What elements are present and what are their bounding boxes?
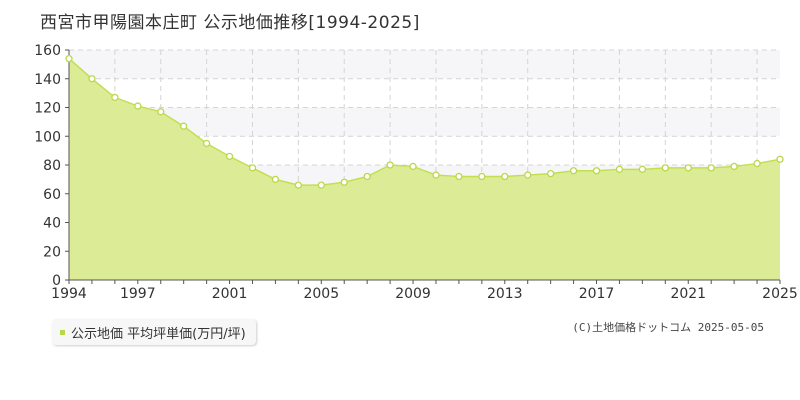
data-point xyxy=(753,159,761,168)
data-point xyxy=(248,164,257,172)
series-line xyxy=(68,58,781,186)
data-point xyxy=(202,139,211,148)
data-point xyxy=(65,54,73,63)
y-tick-label: 100 xyxy=(34,129,61,145)
data-point xyxy=(363,172,371,181)
chart-title: 西宮市甲陽園本庄町 公示地価推移[1994-2025] xyxy=(40,13,420,33)
data-point xyxy=(180,122,188,130)
x-tick-label: 2021 xyxy=(670,286,706,302)
data-point xyxy=(134,102,142,110)
y-tick-label: 140 xyxy=(34,72,61,88)
data-point xyxy=(546,169,555,178)
legend: 公示地価 平均坪単価(万円/坪) xyxy=(52,319,256,345)
data-point xyxy=(501,172,509,181)
data-point xyxy=(684,164,692,172)
x-tick-label: 2013 xyxy=(487,286,523,302)
series-area xyxy=(69,58,780,280)
data-point xyxy=(386,161,394,169)
y-tick-label: 60 xyxy=(43,187,61,203)
plot-band xyxy=(69,50,780,79)
x-tick-label: 2009 xyxy=(395,286,431,302)
data-point xyxy=(271,175,280,184)
x-tick-label: 2005 xyxy=(303,286,339,302)
y-tick-label: 120 xyxy=(34,101,61,117)
data-point xyxy=(432,171,440,179)
x-tick-label: 1994 xyxy=(51,286,87,302)
x-tick-label: 2025 xyxy=(762,286,798,302)
x-tick-label: 2017 xyxy=(579,286,615,302)
plot-band xyxy=(69,78,780,108)
credit-text: (C)土地価格ドットコム 2025-05-05 xyxy=(572,321,764,334)
y-tick-label: 20 xyxy=(43,244,61,260)
data-point xyxy=(569,167,578,175)
data-point xyxy=(661,164,669,172)
data-point xyxy=(478,172,486,181)
data-point xyxy=(592,167,601,175)
x-tick-label: 2001 xyxy=(212,286,248,302)
data-point xyxy=(638,165,647,173)
data-point xyxy=(776,155,784,163)
y-tick-label: 0 xyxy=(52,273,61,289)
data-point xyxy=(340,178,348,186)
data-point xyxy=(317,181,325,189)
y-tick-label: 40 xyxy=(43,216,61,232)
data-point xyxy=(409,162,417,171)
data-point xyxy=(294,181,303,189)
data-point xyxy=(455,172,463,181)
data-point xyxy=(111,93,119,102)
data-point xyxy=(157,108,165,116)
legend-label: 公示地価 平均坪単価(万円/坪) xyxy=(71,326,246,342)
data-point xyxy=(707,164,715,172)
data-point xyxy=(225,152,234,161)
data-point xyxy=(88,75,96,83)
y-tick-label: 160 xyxy=(34,43,61,59)
y-tick-label: 80 xyxy=(43,158,61,174)
data-point xyxy=(730,162,738,171)
data-point xyxy=(615,165,624,173)
legend-swatch xyxy=(60,329,65,335)
data-point xyxy=(524,171,532,179)
x-tick-label: 1997 xyxy=(120,286,156,302)
